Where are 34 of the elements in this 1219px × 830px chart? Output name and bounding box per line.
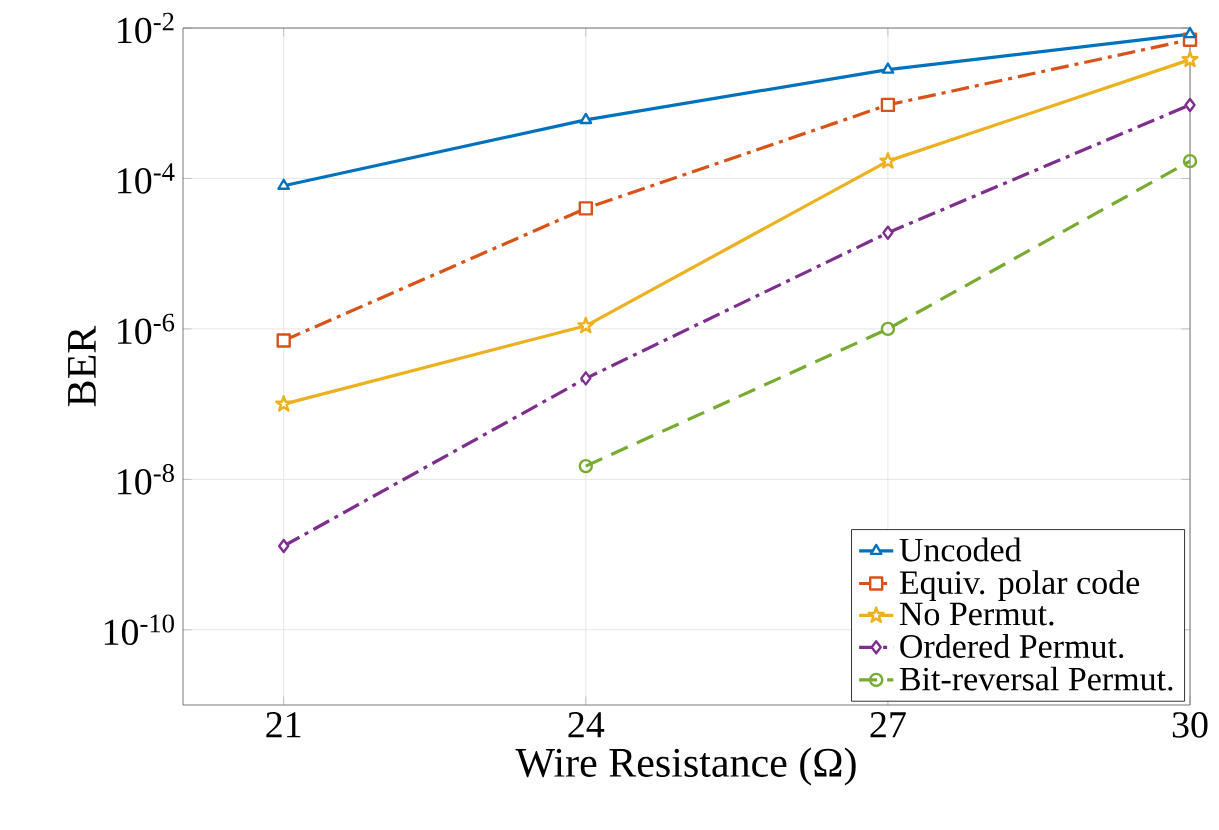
- x-tick-label: 24: [568, 712, 605, 738]
- point: [880, 321, 896, 337]
- legend-label: Equiv. polar code: [899, 570, 1140, 602]
- point: [1184, 97, 1196, 113]
- legend-label: Ordered Permut.: [900, 634, 1124, 659]
- point: [579, 112, 593, 125]
- y-tick-label: 10$^{-2}$: [118, 12, 174, 44]
- x-axis-title: Wire Resistance (Ω): [515, 747, 856, 786]
- y-tick-label: 10$^{-6}$: [118, 313, 175, 345]
- legend-label: Uncoded: [899, 537, 1022, 562]
- y-tick-label: 10$^{-8}$: [118, 464, 174, 495]
- x-tick-label: 30: [1172, 712, 1208, 738]
- y-tick-label: 10$^{-10}$: [104, 614, 174, 646]
- point: [578, 201, 594, 216]
- y-tick-label: 10$^{-4}$: [118, 163, 175, 194]
- point: [881, 62, 895, 74]
- y-axis-title: BER: [68, 325, 96, 407]
- point: [882, 225, 894, 240]
- point: [276, 333, 291, 348]
- legend-label: Bit-reversal Permut.: [899, 666, 1173, 691]
- point: [1183, 26, 1197, 39]
- point: [577, 316, 595, 334]
- point: [879, 152, 897, 169]
- point: [278, 538, 290, 554]
- point: [880, 97, 896, 113]
- point: [578, 458, 594, 474]
- legend-label: No Permut.: [899, 602, 1054, 626]
- point: [1182, 153, 1198, 169]
- x-tick-label: 21: [266, 712, 301, 738]
- x-tick-label: 27: [870, 712, 906, 738]
- point: [1181, 50, 1199, 68]
- point: [580, 371, 592, 386]
- point: [275, 395, 293, 412]
- point: [277, 178, 291, 190]
